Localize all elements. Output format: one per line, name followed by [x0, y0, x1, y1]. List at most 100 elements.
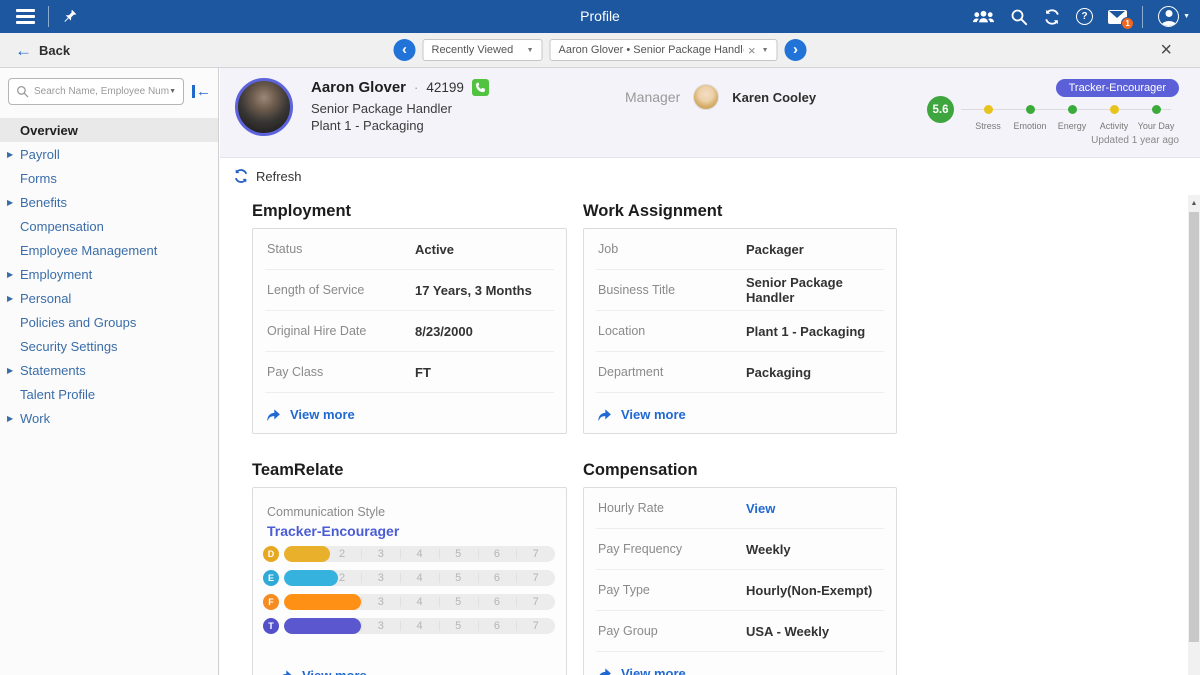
- page-title: Profile: [580, 8, 620, 24]
- row-label: Pay Group: [598, 624, 658, 638]
- mail-notification-badge: 1: [1121, 16, 1135, 30]
- sidebar-item-employee-management[interactable]: Employee Management: [0, 238, 218, 262]
- card-row: Job Packager: [596, 229, 884, 270]
- sidebar-item-talent-profile[interactable]: Talent Profile: [0, 382, 218, 406]
- expand-triangle-icon[interactable]: ▶: [7, 149, 14, 159]
- scrollbar-thumb[interactable]: [1189, 212, 1199, 642]
- employee-number: 42199: [426, 80, 464, 95]
- employee-search-box[interactable]: ▼: [8, 78, 184, 105]
- sidebar-item-overview[interactable]: Overview: [0, 118, 218, 142]
- bar-fill: [284, 546, 331, 562]
- card-row: Hourly Rate View: [596, 488, 884, 529]
- sidebar-item-label: Payroll: [20, 146, 60, 162]
- search-icon[interactable]: [1010, 8, 1028, 26]
- scale-number: 7: [532, 572, 539, 584]
- employee-search-input[interactable]: [34, 86, 170, 97]
- previous-record-button[interactable]: ‹: [393, 39, 416, 61]
- row-value: Senior Package Handler: [746, 275, 843, 305]
- teamrelate-view-more-button[interactable]: View more: [277, 654, 367, 675]
- sidebar-item-benefits[interactable]: ▶ Benefits: [0, 190, 218, 214]
- user-avatar-icon: [1158, 6, 1180, 27]
- sidebar-item-payroll[interactable]: ▶ Payroll: [0, 142, 218, 166]
- back-button[interactable]: ← Back: [15, 33, 70, 67]
- employee-name: Aaron Glover: [311, 79, 407, 96]
- people-icon[interactable]: [972, 9, 995, 25]
- scale-tick: [438, 573, 440, 583]
- hamburger-menu-icon[interactable]: [16, 9, 36, 27]
- profile-menu-button[interactable]: ▼: [1158, 6, 1190, 27]
- collapse-sidebar-icon[interactable]: ←: [192, 84, 211, 99]
- employee-selector-dropdown[interactable]: Aaron Glover • Senior Package Handler × …: [549, 39, 778, 61]
- view-more-label: View more: [621, 665, 686, 675]
- metric-dot-icon: [983, 105, 993, 114]
- vertical-scrollbar[interactable]: ▲: [1188, 195, 1200, 675]
- sidebar-item-employment[interactable]: ▶ Employment: [0, 262, 218, 286]
- wellbeing-score-badge[interactable]: 5.6: [927, 96, 954, 123]
- sidebar-item-compensation[interactable]: Compensation: [0, 214, 218, 238]
- expand-triangle-icon[interactable]: ▶: [7, 413, 14, 423]
- employee-avatar[interactable]: [235, 78, 293, 136]
- row-label: Department: [598, 365, 664, 379]
- scroll-up-icon[interactable]: ▲: [1190, 200, 1198, 207]
- scale-number: 7: [532, 620, 539, 632]
- bar-letter-badge: T: [263, 618, 279, 634]
- metric-label: Activity: [1099, 121, 1129, 131]
- expand-triangle-icon[interactable]: ▶: [7, 293, 14, 303]
- metrics-connector-line: [961, 109, 1171, 110]
- help-icon[interactable]: ?: [1076, 8, 1094, 25]
- sidebar-item-statements[interactable]: ▶ Statements: [0, 358, 218, 382]
- mail-icon[interactable]: 1: [1108, 9, 1135, 30]
- scale-tick: [516, 573, 518, 583]
- refresh-button[interactable]: Refresh: [233, 168, 302, 184]
- next-record-button[interactable]: ›: [784, 39, 807, 61]
- view-more-arrow-icon: [598, 408, 611, 420]
- phone-icon[interactable]: [471, 79, 489, 96]
- bar-fill: [284, 570, 339, 586]
- manager-avatar[interactable]: [693, 84, 720, 110]
- bar-letter-badge: F: [263, 594, 279, 610]
- communication-style-badge[interactable]: Tracker-Encourager: [1055, 79, 1179, 97]
- communication-style-label: Communication Style: [267, 505, 386, 519]
- compensation-view-more-button[interactable]: View more: [596, 652, 884, 675]
- scale-tick: [361, 549, 363, 559]
- scale-number: 3: [377, 620, 384, 632]
- hourly-rate-view-link[interactable]: View: [746, 500, 776, 516]
- sidebar-item-work[interactable]: ▶ Work: [0, 406, 218, 430]
- expand-triangle-icon[interactable]: ▶: [7, 197, 14, 207]
- sidebar-item-personal[interactable]: ▶ Personal: [0, 286, 218, 310]
- scale-number: 2: [339, 572, 346, 584]
- search-options-caret-icon[interactable]: ▼: [169, 88, 176, 95]
- communication-style-value[interactable]: Tracker-Encourager: [267, 523, 400, 539]
- close-button[interactable]: ×: [1160, 39, 1172, 61]
- metric-dot-icon: [1025, 105, 1035, 114]
- manager-info: Manager Karen Cooley: [625, 84, 816, 110]
- metric-dot-icon: [1151, 105, 1161, 114]
- work-assignment-view-more-button[interactable]: View more: [596, 393, 884, 435]
- row-value: 17 Years, 3 Months: [415, 282, 532, 298]
- navbar-divider: [48, 6, 49, 27]
- scale-number: 4: [416, 620, 423, 632]
- sidebar-search-row: ▼ ←: [8, 78, 211, 105]
- sidebar-item-label: Security Settings: [20, 338, 118, 354]
- sidebar-item-label: Talent Profile: [20, 386, 96, 402]
- expand-triangle-icon[interactable]: ▶: [7, 365, 14, 375]
- card-row: Location Plant 1 - Packaging: [596, 311, 884, 352]
- scale-number: 7: [532, 548, 539, 560]
- employment-view-more-button[interactable]: View more: [265, 393, 554, 435]
- clear-selection-icon[interactable]: ×: [747, 42, 756, 58]
- recently-viewed-dropdown[interactable]: Recently Viewed ▼: [422, 39, 543, 61]
- row-label: Hourly Rate: [598, 501, 664, 515]
- manager-name[interactable]: Karen Cooley: [732, 89, 817, 105]
- sidebar-item-security-settings[interactable]: Security Settings: [0, 334, 218, 358]
- sidebar-item-policies-and-groups[interactable]: Policies and Groups: [0, 310, 218, 334]
- sync-icon[interactable]: [1043, 8, 1061, 26]
- card-row: Length of Service 17 Years, 3 Months: [265, 270, 554, 311]
- view-more-label: View more: [621, 406, 686, 422]
- row-label: Job: [598, 242, 619, 256]
- pushpin-icon[interactable]: [62, 8, 78, 29]
- view-more-arrow-icon: [281, 669, 292, 675]
- row-label: Pay Frequency: [598, 542, 683, 556]
- expand-triangle-icon[interactable]: ▶: [7, 269, 14, 279]
- sidebar-item-forms[interactable]: Forms: [0, 166, 218, 190]
- caret-down-icon: ▼: [761, 46, 769, 54]
